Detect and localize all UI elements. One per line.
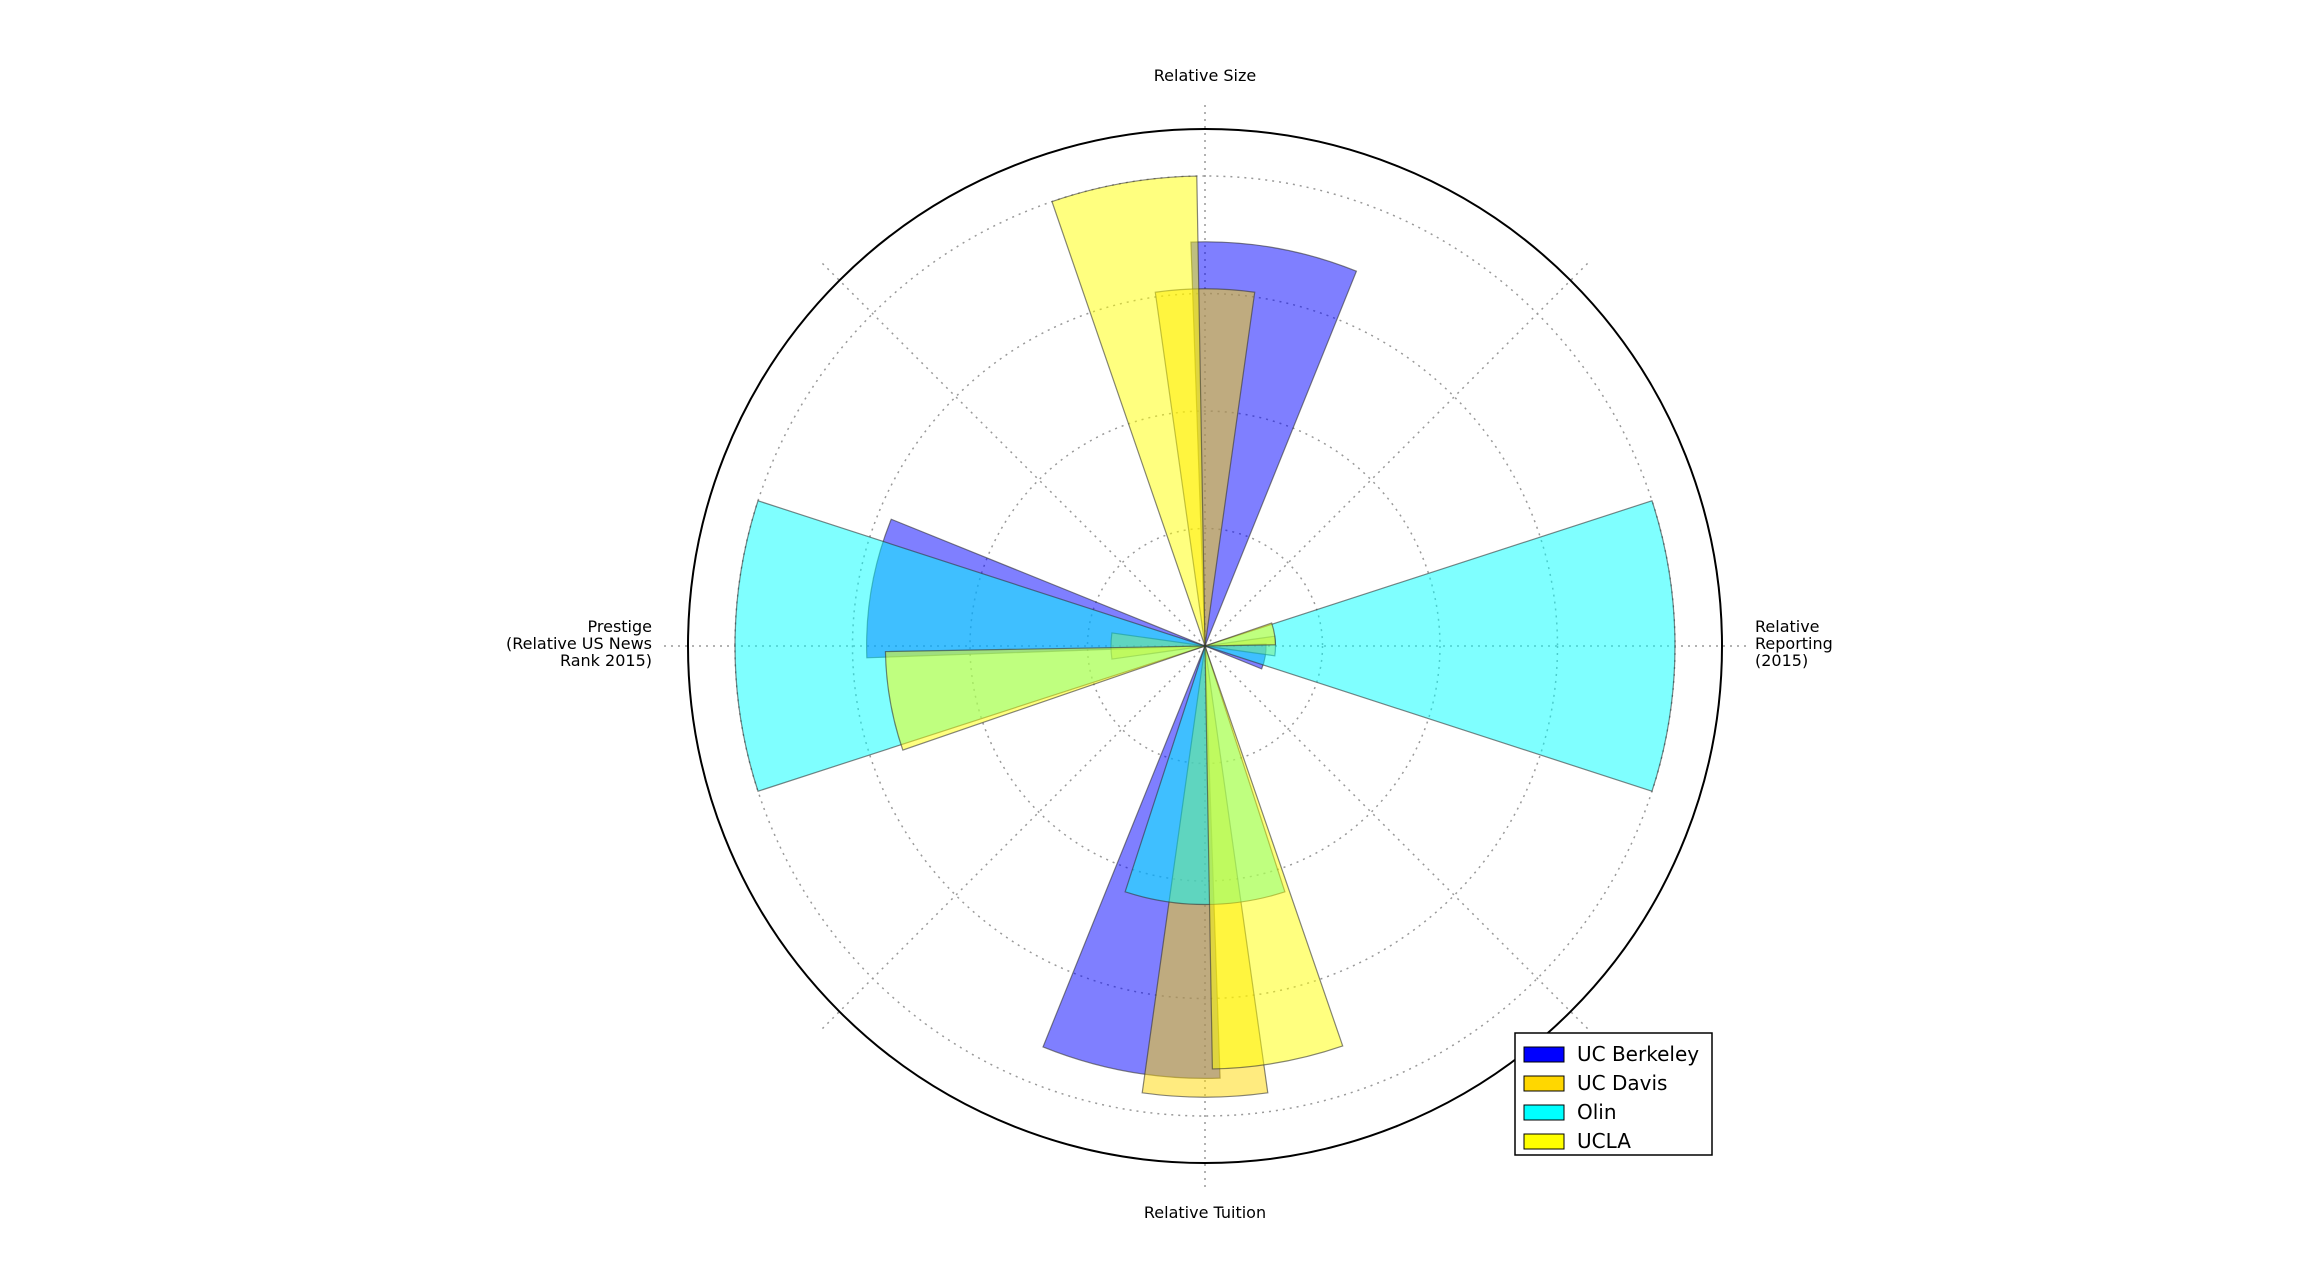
axis-label-line: Relative Size	[1154, 66, 1256, 85]
legend-label-ucla: UCLA	[1577, 1129, 1631, 1153]
axis-label-line: Prestige	[588, 617, 653, 636]
legend-swatch-uc-berkeley	[1523, 1046, 1565, 1063]
axis-label-relative-size: Relative Size	[1154, 66, 1256, 85]
legend-label-olin: Olin	[1577, 1100, 1617, 1124]
axis-label-relative-tuition: Relative Tuition	[1144, 1203, 1266, 1222]
axis-label-line: Relative Tuition	[1144, 1203, 1266, 1222]
axis-label-line: (Relative US News	[506, 634, 652, 653]
bar-ucla-reporting	[1204, 622, 1277, 647]
legend-label-uc-berkeley: UC Berkeley	[1577, 1042, 1699, 1066]
axis-label-line: Reporting	[1755, 634, 1833, 653]
axis-label-relative-reporting: Relative Reporting (2015)	[1755, 617, 1833, 670]
bar-olin-reporting	[1203, 500, 1676, 792]
legend: UC Berkeley UC Davis Olin UCLA	[1514, 1032, 1713, 1156]
polar-bars	[734, 175, 1676, 1098]
legend-label-uc-davis: UC Davis	[1577, 1071, 1667, 1095]
bar-ucla-size	[1051, 175, 1206, 647]
bar-ucla-prestige	[884, 645, 1206, 751]
bar-olin-prestige	[734, 500, 1207, 792]
axis-label-line: Relative	[1755, 617, 1820, 636]
legend-swatch-uc-davis	[1523, 1075, 1565, 1092]
legend-swatch-ucla	[1523, 1133, 1565, 1150]
polar-outer-circle	[687, 128, 1723, 1164]
axis-label-line: (2015)	[1755, 651, 1808, 670]
bar-ucla-tuition	[1204, 645, 1344, 1070]
axis-label-line: Rank 2015)	[560, 651, 652, 670]
legend-swatch-olin	[1523, 1104, 1565, 1121]
axis-label-prestige: Prestige (Relative US News Rank 2015)	[506, 617, 652, 670]
